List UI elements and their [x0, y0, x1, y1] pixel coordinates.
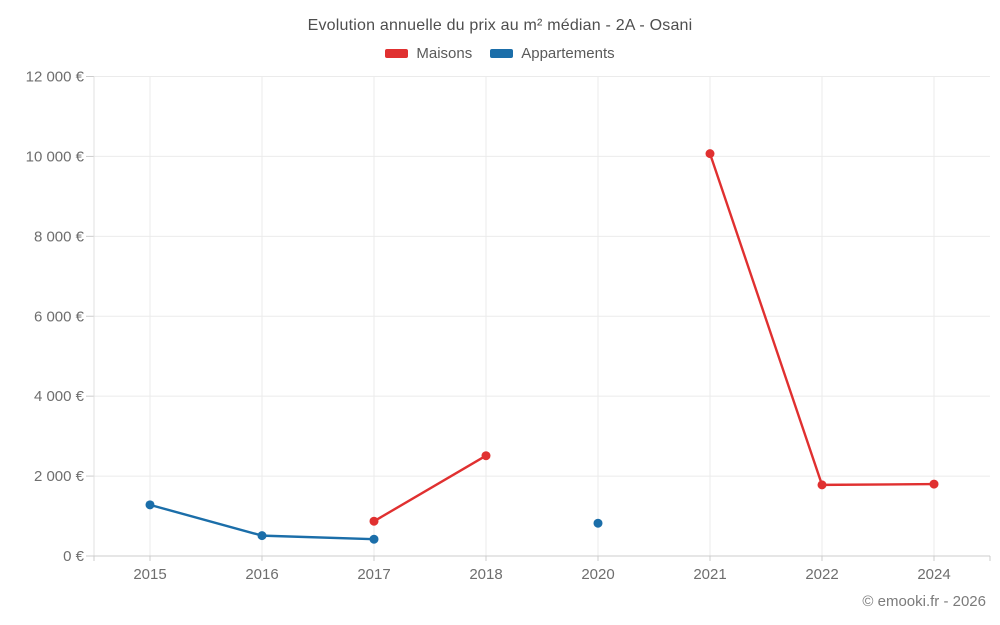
- x-tick-label: 2022: [805, 566, 838, 583]
- y-tick-label: 4 000 €: [34, 388, 85, 405]
- footer-credit: © emooki.fr - 2026: [862, 593, 986, 610]
- chart-title: Evolution annuelle du prix au m² médian …: [307, 17, 693, 34]
- legend-label-maisons: Maisons: [416, 45, 473, 62]
- data-point-maisons-2024[interactable]: [929, 479, 939, 489]
- data-point-appartements-2015[interactable]: [145, 500, 155, 510]
- x-tick-label: 2016: [245, 566, 278, 583]
- legend-item-maisons[interactable]: Maisons: [385, 45, 472, 62]
- y-tick-label: 6 000 €: [34, 308, 85, 325]
- data-point-appartements-2020[interactable]: [593, 518, 603, 528]
- x-tick-label: 2020: [581, 566, 614, 583]
- data-point-maisons-2017[interactable]: [369, 516, 379, 526]
- y-tick-label: 8 000 €: [34, 228, 85, 245]
- chart-legend: Maisons Appartements: [0, 45, 1000, 62]
- legend-swatch-appartements: [490, 49, 514, 58]
- data-point-appartements-2017[interactable]: [369, 534, 379, 544]
- legend-swatch-maisons: [385, 49, 409, 58]
- y-tick-label: 10 000 €: [26, 148, 85, 165]
- data-point-maisons-2021[interactable]: [705, 149, 715, 159]
- x-tick-label: 2015: [133, 566, 166, 583]
- x-tick-label: 2024: [917, 566, 950, 583]
- legend-item-appartements[interactable]: Appartements: [490, 45, 615, 62]
- data-point-maisons-2022[interactable]: [817, 480, 827, 490]
- y-tick-label: 12 000 €: [26, 69, 85, 86]
- y-tick-label: 0 €: [63, 548, 85, 565]
- x-tick-label: 2018: [469, 566, 502, 583]
- x-tick-label: 2017: [357, 566, 390, 583]
- y-tick-label: 2 000 €: [34, 468, 85, 485]
- data-point-appartements-2016[interactable]: [257, 531, 267, 541]
- data-point-maisons-2018[interactable]: [481, 451, 491, 461]
- series-line-maisons: [372, 454, 488, 523]
- legend-label-appartements: Appartements: [521, 45, 615, 62]
- x-tick-label: 2021: [693, 566, 726, 583]
